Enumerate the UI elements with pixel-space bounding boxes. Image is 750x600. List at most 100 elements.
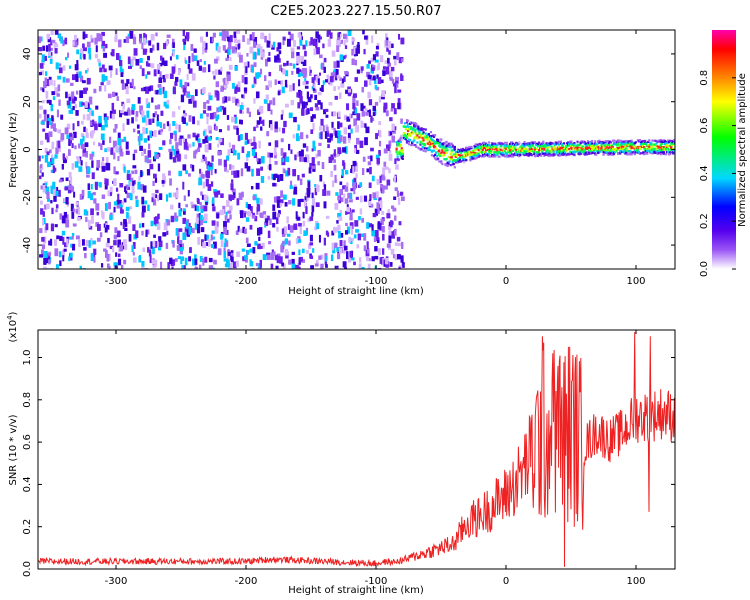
heatmap-cell [357, 48, 360, 54]
heatmap-cell [381, 90, 385, 98]
heatmap-cell [124, 227, 128, 231]
heatmap-cell [339, 197, 344, 203]
heatmap-cell [650, 149, 653, 152]
heatmap-cell [428, 145, 431, 149]
heatmap-cell [84, 47, 87, 52]
heatmap-cell [59, 63, 62, 67]
heatmap-cell [371, 67, 375, 71]
heatmap-cell [187, 173, 191, 177]
heatmap-cell [437, 140, 440, 144]
heatmap-cell [288, 112, 293, 119]
heatmap-cell [197, 138, 201, 143]
heatmap-cell [194, 254, 197, 262]
heatmap-cell [218, 106, 222, 112]
heatmap-cell [212, 267, 216, 269]
heatmap-cell [510, 141, 514, 144]
heatmap-cell [450, 156, 453, 159]
heatmap-cell [108, 201, 111, 210]
heatmap-cell [354, 59, 358, 66]
heatmap-cell [101, 40, 106, 46]
y-tick-label: 0.0 [22, 561, 33, 577]
heatmap-cell [343, 193, 346, 198]
heatmap-cell [443, 154, 446, 157]
heatmap-cell [600, 147, 603, 150]
heatmap-cell [151, 44, 155, 51]
heatmap-cell [292, 198, 296, 206]
heatmap-cell [305, 154, 310, 163]
heatmap-cell [332, 180, 335, 188]
heatmap-cell [231, 252, 234, 261]
heatmap-cell [234, 65, 238, 71]
heatmap-cell [294, 154, 297, 161]
heatmap-cell [318, 255, 322, 260]
heatmap-cell [332, 78, 336, 82]
heatmap-cell [641, 144, 645, 148]
heatmap-cell [146, 71, 151, 75]
heatmap-cell [174, 258, 178, 262]
heatmap-cell [364, 123, 367, 128]
heatmap-cell [259, 198, 263, 205]
heatmap-cell [91, 172, 95, 180]
heatmap-cell [187, 82, 190, 87]
heatmap-cell [72, 208, 75, 213]
heatmap-cell [93, 248, 97, 255]
heatmap-cell [184, 60, 188, 64]
heatmap-cell [100, 161, 104, 169]
heatmap-cell [135, 230, 139, 239]
heatmap-cell [41, 155, 44, 159]
heatmap-cell [625, 139, 628, 143]
heatmap-cell [570, 145, 573, 148]
heatmap-cell [509, 142, 513, 145]
heatmap-cell [382, 66, 386, 71]
heatmap-cell [561, 147, 565, 150]
heatmap-cell [100, 125, 105, 131]
heatmap-cell [223, 37, 227, 42]
heatmap-cell [380, 79, 384, 84]
heatmap-cell [576, 150, 579, 153]
heatmap-cell [49, 58, 53, 64]
heatmap-cell [173, 148, 177, 156]
heatmap-cell [157, 104, 161, 110]
heatmap-cell [450, 149, 453, 152]
heatmap-cell [113, 234, 117, 240]
heatmap-cell [361, 168, 365, 176]
heatmap-cell [470, 153, 473, 157]
heatmap-cell [116, 204, 121, 209]
heatmap-cell [605, 146, 608, 149]
heatmap-cell [71, 235, 74, 240]
heatmap-cell [375, 154, 380, 159]
heatmap-cell [281, 86, 285, 94]
heatmap-cell [177, 236, 180, 244]
heatmap-cell [333, 69, 336, 73]
heatmap-cell [381, 176, 386, 181]
heatmap-cell [360, 66, 364, 71]
heatmap-cell [53, 195, 57, 202]
heatmap-cell [339, 122, 343, 128]
heatmap-cell [83, 87, 87, 94]
heatmap-cell [588, 140, 592, 144]
heatmap-cell [250, 138, 253, 145]
heatmap-cell [327, 232, 330, 237]
heatmap-cell [357, 41, 360, 49]
heatmap-cell [147, 135, 150, 141]
heatmap-cell [366, 241, 369, 250]
heatmap-cell [130, 59, 134, 66]
heatmap-cell [131, 117, 134, 124]
heatmap-cell [227, 96, 231, 102]
heatmap-cell [365, 126, 370, 134]
heatmap-cell [446, 149, 449, 152]
heatmap-cell [147, 150, 152, 158]
heatmap-cell [230, 256, 234, 263]
heatmap-cell [149, 255, 152, 264]
heatmap-cell [352, 182, 357, 190]
heatmap-cell [61, 215, 66, 224]
heatmap-cell [206, 116, 209, 125]
heatmap-cell [116, 199, 121, 206]
heatmap-cell [466, 146, 469, 150]
heatmap-cell [71, 96, 76, 104]
heatmap-cell [437, 142, 440, 145]
heatmap-cell [214, 58, 218, 64]
heatmap-cell [382, 70, 386, 76]
heatmap-cell [437, 139, 440, 142]
heatmap-cell [315, 107, 320, 111]
